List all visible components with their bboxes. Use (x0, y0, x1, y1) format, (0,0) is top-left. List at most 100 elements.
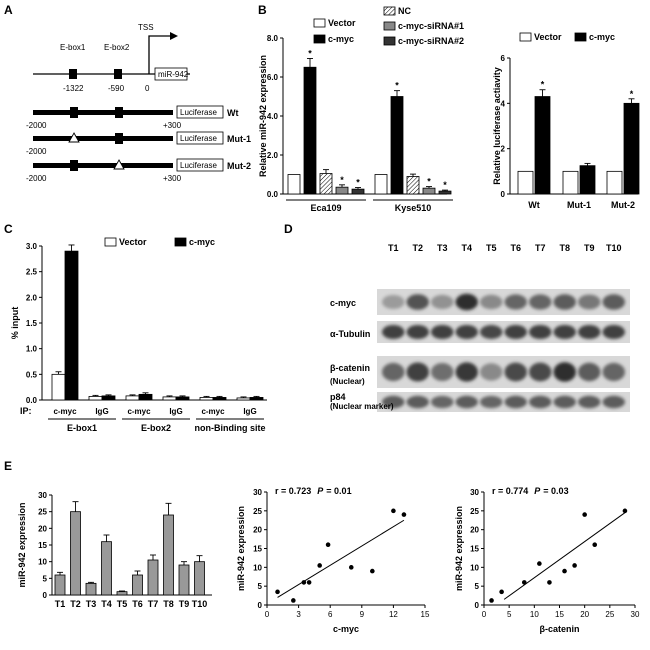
luciferase-label: Luciferase (180, 108, 217, 117)
data-point (370, 568, 375, 574)
data-point (562, 568, 567, 574)
y-tick-label: 5 (258, 582, 263, 591)
group-label: Mut-1 (567, 200, 591, 210)
x-tick-label: IgG (95, 407, 108, 416)
legend-vector-label: Vector (534, 32, 562, 42)
ip-label: IP: (20, 406, 32, 416)
bar (70, 511, 81, 596)
bar (51, 373, 66, 401)
legend-sirna2-label: c-myc-siRNA#2 (398, 36, 464, 46)
bar (101, 541, 112, 596)
data-point (572, 563, 577, 568)
luciferase-box (176, 131, 224, 145)
bar (125, 395, 140, 401)
y-tick-label: 30 (38, 491, 47, 500)
bar (64, 250, 79, 401)
blot-band (578, 362, 601, 382)
bar (178, 564, 190, 596)
significance-star: * (340, 175, 344, 185)
significance-star: * (395, 81, 399, 91)
blot-band (578, 395, 601, 409)
blot-band (529, 395, 552, 409)
y-tick-label: 30 (470, 488, 479, 497)
y-tick-label: 0 (501, 190, 506, 199)
y-tick-label: 2.0 (26, 293, 38, 302)
blot-band (529, 325, 552, 339)
stat-p-value: = 0.03 (543, 486, 568, 496)
ebox1-mark (70, 107, 78, 118)
y-tick-label: 15 (470, 545, 479, 554)
significance-star: * (541, 80, 545, 90)
legend-sirna1-swatch (383, 21, 396, 31)
panel-d-western-blot: T1 T2 T3 T4 T5 T6 T7 T8 T9 T10 c-myc α-Tubulin β-cat… (330, 243, 630, 412)
blot-band (455, 362, 478, 382)
legend-sirna2-swatch (383, 36, 396, 46)
chart-b-left: 0.0 2.0 4.0 6.0 8.0 Relative miR-942 expressi… (258, 6, 464, 213)
legend-vector-swatch (313, 18, 326, 28)
blot-band (529, 362, 552, 382)
bar (319, 173, 333, 195)
y-axis-title: % input (10, 307, 20, 340)
pos-ebox1: -1322 (63, 84, 84, 93)
x-tick-label: T6 (132, 599, 143, 609)
chart-c: 0.0 0.5 1.0 1.5 2.0 2.5 3.0 % input c-myc IgG c-my… (10, 237, 267, 433)
stat-p-symbol: P (534, 486, 541, 496)
y-tick-label: 0 (258, 601, 263, 610)
bar (374, 174, 388, 195)
group-label: Eca109 (310, 203, 341, 213)
y-tick-label: 10 (253, 563, 262, 572)
panel-letter-c: C (4, 222, 13, 236)
bar (132, 574, 143, 596)
data-point (499, 589, 504, 595)
y-tick-label: 25 (253, 507, 262, 516)
x-tick-label: IgG (243, 407, 256, 416)
legend-cmyc-label: c-myc (589, 32, 615, 42)
bar (194, 561, 205, 596)
y-tick-label: 0.5 (26, 370, 38, 379)
data-point (582, 512, 587, 517)
bar (517, 170, 534, 195)
gene-label: miR-942 (158, 70, 189, 79)
blot-band (406, 362, 429, 382)
chart-e-right: 0 5 10 15 20 25 30 miR-942 expression 0 5 10 15 20 25… (454, 486, 640, 634)
y-tick-label: 10 (38, 558, 47, 567)
legend-vector-swatch (104, 237, 117, 247)
x-tick-label: 25 (605, 610, 614, 619)
chart-b-right: 0 2 4 6 Relative luciferase actiavity * Wt Mut-… (492, 32, 640, 210)
bar (606, 170, 623, 195)
lane-label: T8 (559, 243, 570, 253)
construct-bar (33, 163, 173, 168)
y-tick-label: 20 (38, 524, 47, 533)
y-tick-label: 5 (43, 574, 48, 583)
construct-name: Mut-1 (227, 134, 251, 144)
ebox1-mark (70, 160, 78, 171)
blot-band (480, 294, 503, 310)
ebox2-mark (115, 107, 123, 118)
blot-band (553, 395, 576, 409)
stat-r: r = 0.723 (275, 486, 311, 496)
construct-left-pos: -2000 (26, 121, 47, 130)
gene-box (154, 67, 188, 81)
blot-band (406, 325, 429, 339)
bar (88, 396, 103, 401)
y-tick-label: 2.0 (267, 151, 279, 160)
x-tick-label: c-myc (127, 407, 151, 416)
x-axis-title: c-myc (333, 624, 359, 634)
significance-star: * (356, 178, 360, 188)
bar (162, 396, 177, 401)
blot-band (480, 325, 503, 339)
stat-p-symbol: P (317, 486, 324, 496)
y-tick-label: 4.0 (267, 112, 279, 121)
stat-r: r = 0.774 (492, 486, 528, 496)
group-label: Mut-2 (611, 200, 635, 210)
lane-label: T10 (606, 243, 622, 253)
significance-star: * (443, 180, 447, 190)
bar (85, 582, 97, 596)
y-axis-title: miR-942 expression (236, 506, 246, 591)
legend-vector-label: Vector (328, 18, 356, 28)
y-tick-label: 1.5 (26, 319, 38, 328)
stat-annotation: r = 0.774 P = 0.03 (492, 486, 569, 496)
mutated-ebox2-triangle-icon (113, 159, 125, 170)
y-tick-label: 0 (475, 601, 480, 610)
data-point (592, 542, 598, 548)
